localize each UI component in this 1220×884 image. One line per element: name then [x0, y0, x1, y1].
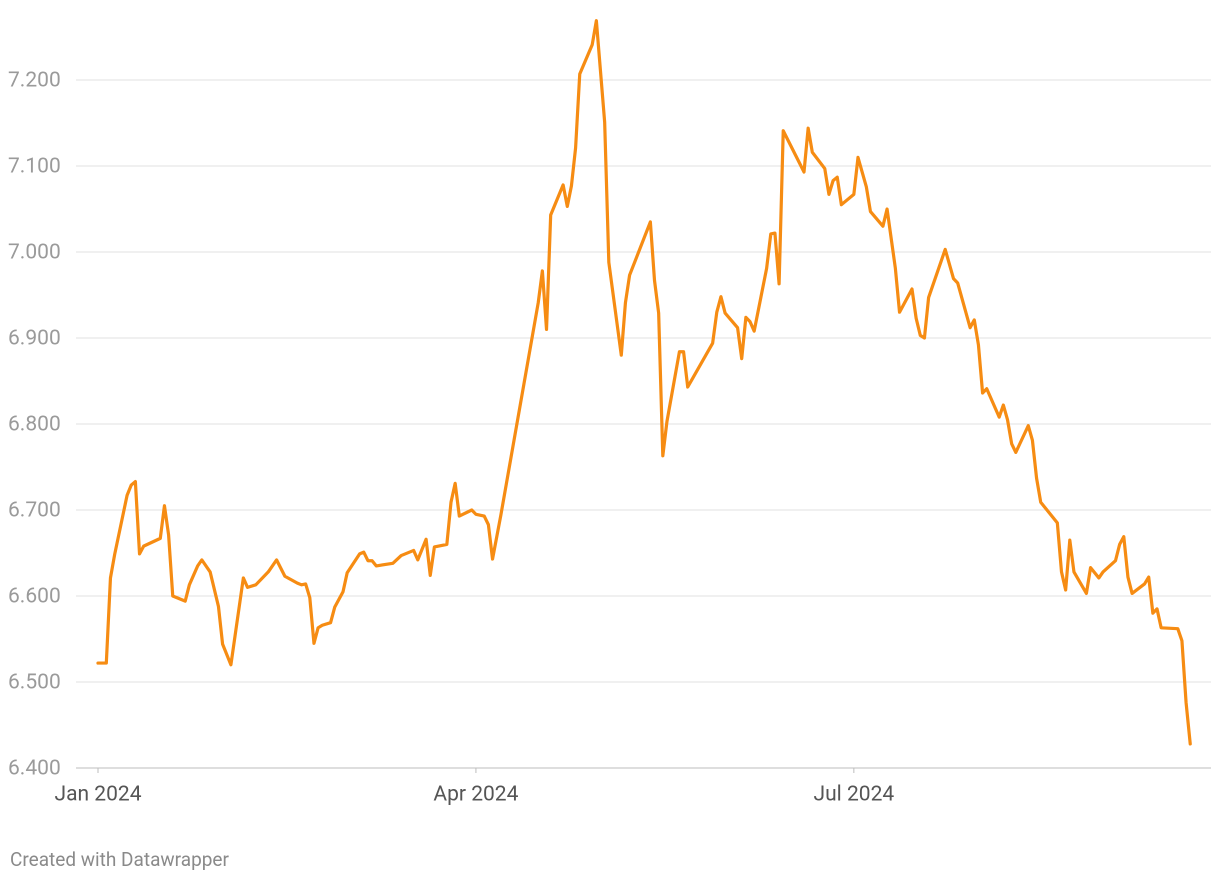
x-tick-label: Jan 2024 — [54, 783, 141, 807]
x-tick-label: Jul 2024 — [813, 783, 894, 807]
footer: Created with Datawrapper — [10, 848, 229, 871]
grid — [76, 79, 1211, 773]
line — [96, 19, 1192, 746]
labels: 6.400 6.500 6.600 6.700 6.800 6.900 7.000 7.100… — [8, 69, 894, 807]
y-tick-label: 7.000 — [8, 241, 61, 265]
y-tick-label: 6.800 — [8, 413, 61, 437]
y-tick-label: 7.200 — [8, 69, 61, 93]
y-tick-label: 6.500 — [8, 671, 61, 695]
y-tick-label: 6.900 — [8, 327, 61, 351]
y-tick-label: 6.700 — [8, 499, 61, 523]
y-tick-label: 6.400 — [8, 757, 61, 781]
y-tick-label: 6.600 — [8, 585, 61, 609]
y-tick-label: 7.100 — [8, 155, 61, 179]
plot-area — [96, 19, 1192, 746]
x-tick-label: Apr 2024 — [433, 783, 518, 807]
